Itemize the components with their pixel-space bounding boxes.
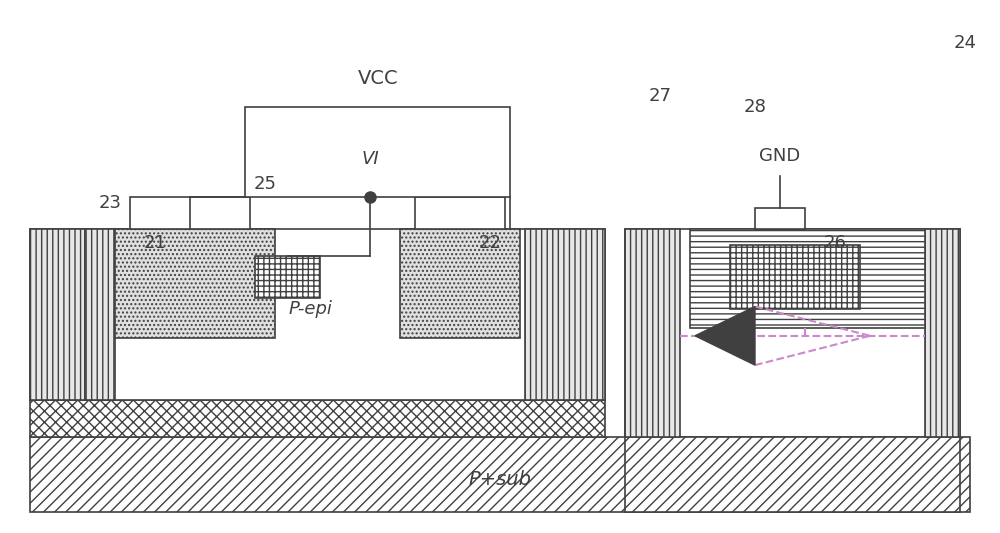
Bar bbox=[925, 229, 960, 437]
Bar bbox=[625, 437, 960, 512]
Bar bbox=[30, 229, 85, 400]
Text: GND: GND bbox=[759, 147, 801, 165]
Text: 23: 23 bbox=[98, 193, 122, 212]
Bar bbox=[755, 208, 805, 229]
Bar bbox=[30, 400, 605, 437]
Bar bbox=[690, 229, 925, 328]
Text: 24: 24 bbox=[954, 34, 976, 52]
Text: 22: 22 bbox=[479, 233, 502, 252]
Text: 21: 21 bbox=[144, 233, 166, 252]
Bar bbox=[415, 197, 505, 229]
Polygon shape bbox=[695, 306, 755, 365]
Text: P+sub: P+sub bbox=[468, 470, 532, 489]
Bar bbox=[255, 256, 320, 298]
Bar bbox=[85, 229, 115, 400]
Bar bbox=[115, 229, 275, 338]
Bar bbox=[625, 229, 680, 437]
Text: VCC: VCC bbox=[358, 69, 398, 88]
Text: VI: VI bbox=[361, 150, 379, 168]
Bar bbox=[625, 229, 960, 437]
Bar bbox=[400, 229, 520, 338]
Text: 25: 25 bbox=[254, 175, 276, 193]
Bar bbox=[130, 197, 250, 229]
Bar bbox=[245, 107, 510, 197]
Text: 28: 28 bbox=[744, 98, 766, 116]
Bar bbox=[730, 245, 860, 309]
Bar bbox=[30, 437, 970, 512]
Bar bbox=[30, 229, 605, 400]
Text: 26: 26 bbox=[824, 233, 846, 252]
Text: P-epi: P-epi bbox=[288, 300, 332, 318]
Text: 27: 27 bbox=[648, 87, 672, 105]
Bar bbox=[525, 229, 605, 400]
